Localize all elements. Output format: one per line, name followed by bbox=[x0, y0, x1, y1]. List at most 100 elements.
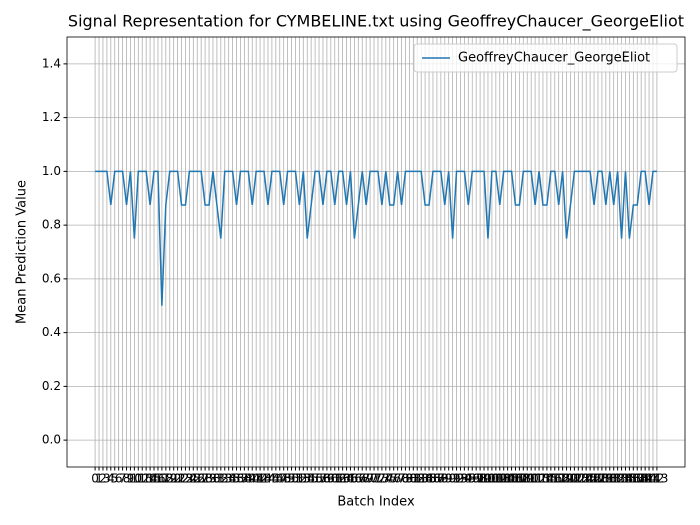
x-tick-label: 67 bbox=[351, 472, 366, 486]
x-tick-label: 38 bbox=[237, 472, 252, 486]
x-tick-label: 89 bbox=[437, 472, 452, 486]
x-tick-label: 130 bbox=[594, 472, 617, 486]
x-tick-label: 7 bbox=[119, 472, 127, 486]
x-tick-label: 131 bbox=[598, 472, 621, 486]
x-tick-label: 27 bbox=[194, 472, 209, 486]
x-tick-label: 106 bbox=[500, 472, 523, 486]
x-tick-label: 34 bbox=[221, 472, 236, 486]
x-tick-label: 1 bbox=[95, 472, 103, 486]
x-tick-label: 88 bbox=[433, 472, 448, 486]
x-tick-label: 102 bbox=[484, 472, 507, 486]
x-tick-label: 72 bbox=[370, 472, 385, 486]
x-tick-label: 95 bbox=[461, 472, 476, 486]
x-tick-label: 3 bbox=[103, 472, 111, 486]
x-tick-label: 69 bbox=[359, 472, 374, 486]
x-tick-label: 41 bbox=[249, 472, 264, 486]
y-tick-label: 0.8 bbox=[42, 218, 61, 232]
x-tick-label: 98 bbox=[472, 472, 487, 486]
x-tick-label: 49 bbox=[280, 472, 295, 486]
x-tick-label: 117 bbox=[543, 472, 566, 486]
x-tick-label: 4 bbox=[107, 472, 115, 486]
x-tick-label: 99 bbox=[476, 472, 491, 486]
x-tick-label: 42 bbox=[252, 472, 267, 486]
x-tick-label: 8 bbox=[123, 472, 131, 486]
x-tick-label: 101 bbox=[480, 472, 503, 486]
x-tick-label: 0 bbox=[91, 472, 99, 486]
x-tick-label: 55 bbox=[304, 472, 319, 486]
y-tick-label: 0.2 bbox=[42, 379, 61, 393]
x-tick-label: 13 bbox=[139, 472, 154, 486]
x-tick-label: 104 bbox=[492, 472, 515, 486]
x-tick-label: 84 bbox=[417, 472, 432, 486]
x-tick-label: 115 bbox=[535, 472, 558, 486]
x-tick-label: 59 bbox=[319, 472, 334, 486]
x-tick-label: 2 bbox=[99, 472, 107, 486]
x-tick-label: 77 bbox=[390, 472, 405, 486]
x-tick-label: 114 bbox=[532, 472, 555, 486]
x-tick-label: 58 bbox=[315, 472, 330, 486]
x-tick-label: 56 bbox=[307, 472, 322, 486]
x-tick-label: 70 bbox=[362, 472, 377, 486]
x-tick-label: 10 bbox=[127, 472, 142, 486]
x-tick-label: 116 bbox=[539, 472, 562, 486]
x-tick-label: 65 bbox=[343, 472, 358, 486]
x-tick-label: 54 bbox=[300, 472, 315, 486]
x-tick-label: 91 bbox=[445, 472, 460, 486]
x-tick-label: 83 bbox=[414, 472, 429, 486]
x-tick-label: 17 bbox=[154, 472, 169, 486]
series-line bbox=[95, 170, 657, 306]
y-tick-label: 1.2 bbox=[42, 110, 61, 124]
x-tick-label: 100 bbox=[477, 472, 500, 486]
x-tick-label: 112 bbox=[524, 472, 547, 486]
x-tick-label: 30 bbox=[205, 472, 220, 486]
x-tick-label: 111 bbox=[520, 472, 543, 486]
x-tick-label: 32 bbox=[213, 472, 228, 486]
x-tick-label: 73 bbox=[374, 472, 389, 486]
x-tick-label: 119 bbox=[551, 472, 574, 486]
x-tick-label: 108 bbox=[508, 472, 531, 486]
x-tick-label: 103 bbox=[488, 472, 511, 486]
x-tick-label: 133 bbox=[606, 472, 629, 486]
x-tick-label: 57 bbox=[311, 472, 326, 486]
x-tick-label: 120 bbox=[555, 472, 578, 486]
x-tick-label: 47 bbox=[272, 472, 287, 486]
x-tick-label: 125 bbox=[575, 472, 598, 486]
x-tick-label: 78 bbox=[394, 472, 409, 486]
x-tick-label: 61 bbox=[327, 472, 342, 486]
legend-box bbox=[413, 43, 678, 73]
x-tick-label: 45 bbox=[264, 472, 279, 486]
x-tick-label: 109 bbox=[512, 472, 535, 486]
x-tick-label: 28 bbox=[197, 472, 212, 486]
legend-label: GeoffreyChaucer_GeorgeEliot bbox=[458, 51, 650, 66]
x-tick-label: 22 bbox=[174, 472, 189, 486]
x-tick-label: 86 bbox=[425, 472, 440, 486]
x-tick-label: 60 bbox=[323, 472, 338, 486]
x-tick-label: 124 bbox=[571, 472, 594, 486]
x-tick-label: 37 bbox=[233, 472, 248, 486]
x-tick-label: 143 bbox=[645, 472, 668, 486]
plot-frame bbox=[66, 36, 686, 468]
x-tick-label: 110 bbox=[516, 472, 539, 486]
x-tick-label: 51 bbox=[288, 472, 303, 486]
x-tick-label: 9 bbox=[127, 472, 135, 486]
x-tick-label: 11 bbox=[131, 472, 146, 486]
x-tick-label: 26 bbox=[190, 472, 205, 486]
x-tick-label: 138 bbox=[626, 472, 649, 486]
x-tick-label: 19 bbox=[162, 472, 177, 486]
y-tick-label: 0.6 bbox=[42, 271, 61, 285]
x-tick-label: 85 bbox=[421, 472, 436, 486]
x-tick-label: 36 bbox=[229, 472, 244, 486]
x-tick-label: 31 bbox=[209, 472, 224, 486]
x-tick-label: 18 bbox=[158, 472, 173, 486]
x-tick-label: 23 bbox=[178, 472, 193, 486]
x-tick-label: 136 bbox=[618, 472, 641, 486]
x-tick-label: 12 bbox=[135, 472, 150, 486]
x-tick-label: 137 bbox=[622, 472, 645, 486]
x-tick-label: 128 bbox=[587, 472, 610, 486]
x-tick-label: 79 bbox=[398, 472, 413, 486]
x-tick-label: 76 bbox=[386, 472, 401, 486]
x-tick-label: 126 bbox=[579, 472, 602, 486]
y-axis-label: Mean Prediction Value bbox=[15, 180, 30, 324]
x-tick-label: 50 bbox=[284, 472, 299, 486]
